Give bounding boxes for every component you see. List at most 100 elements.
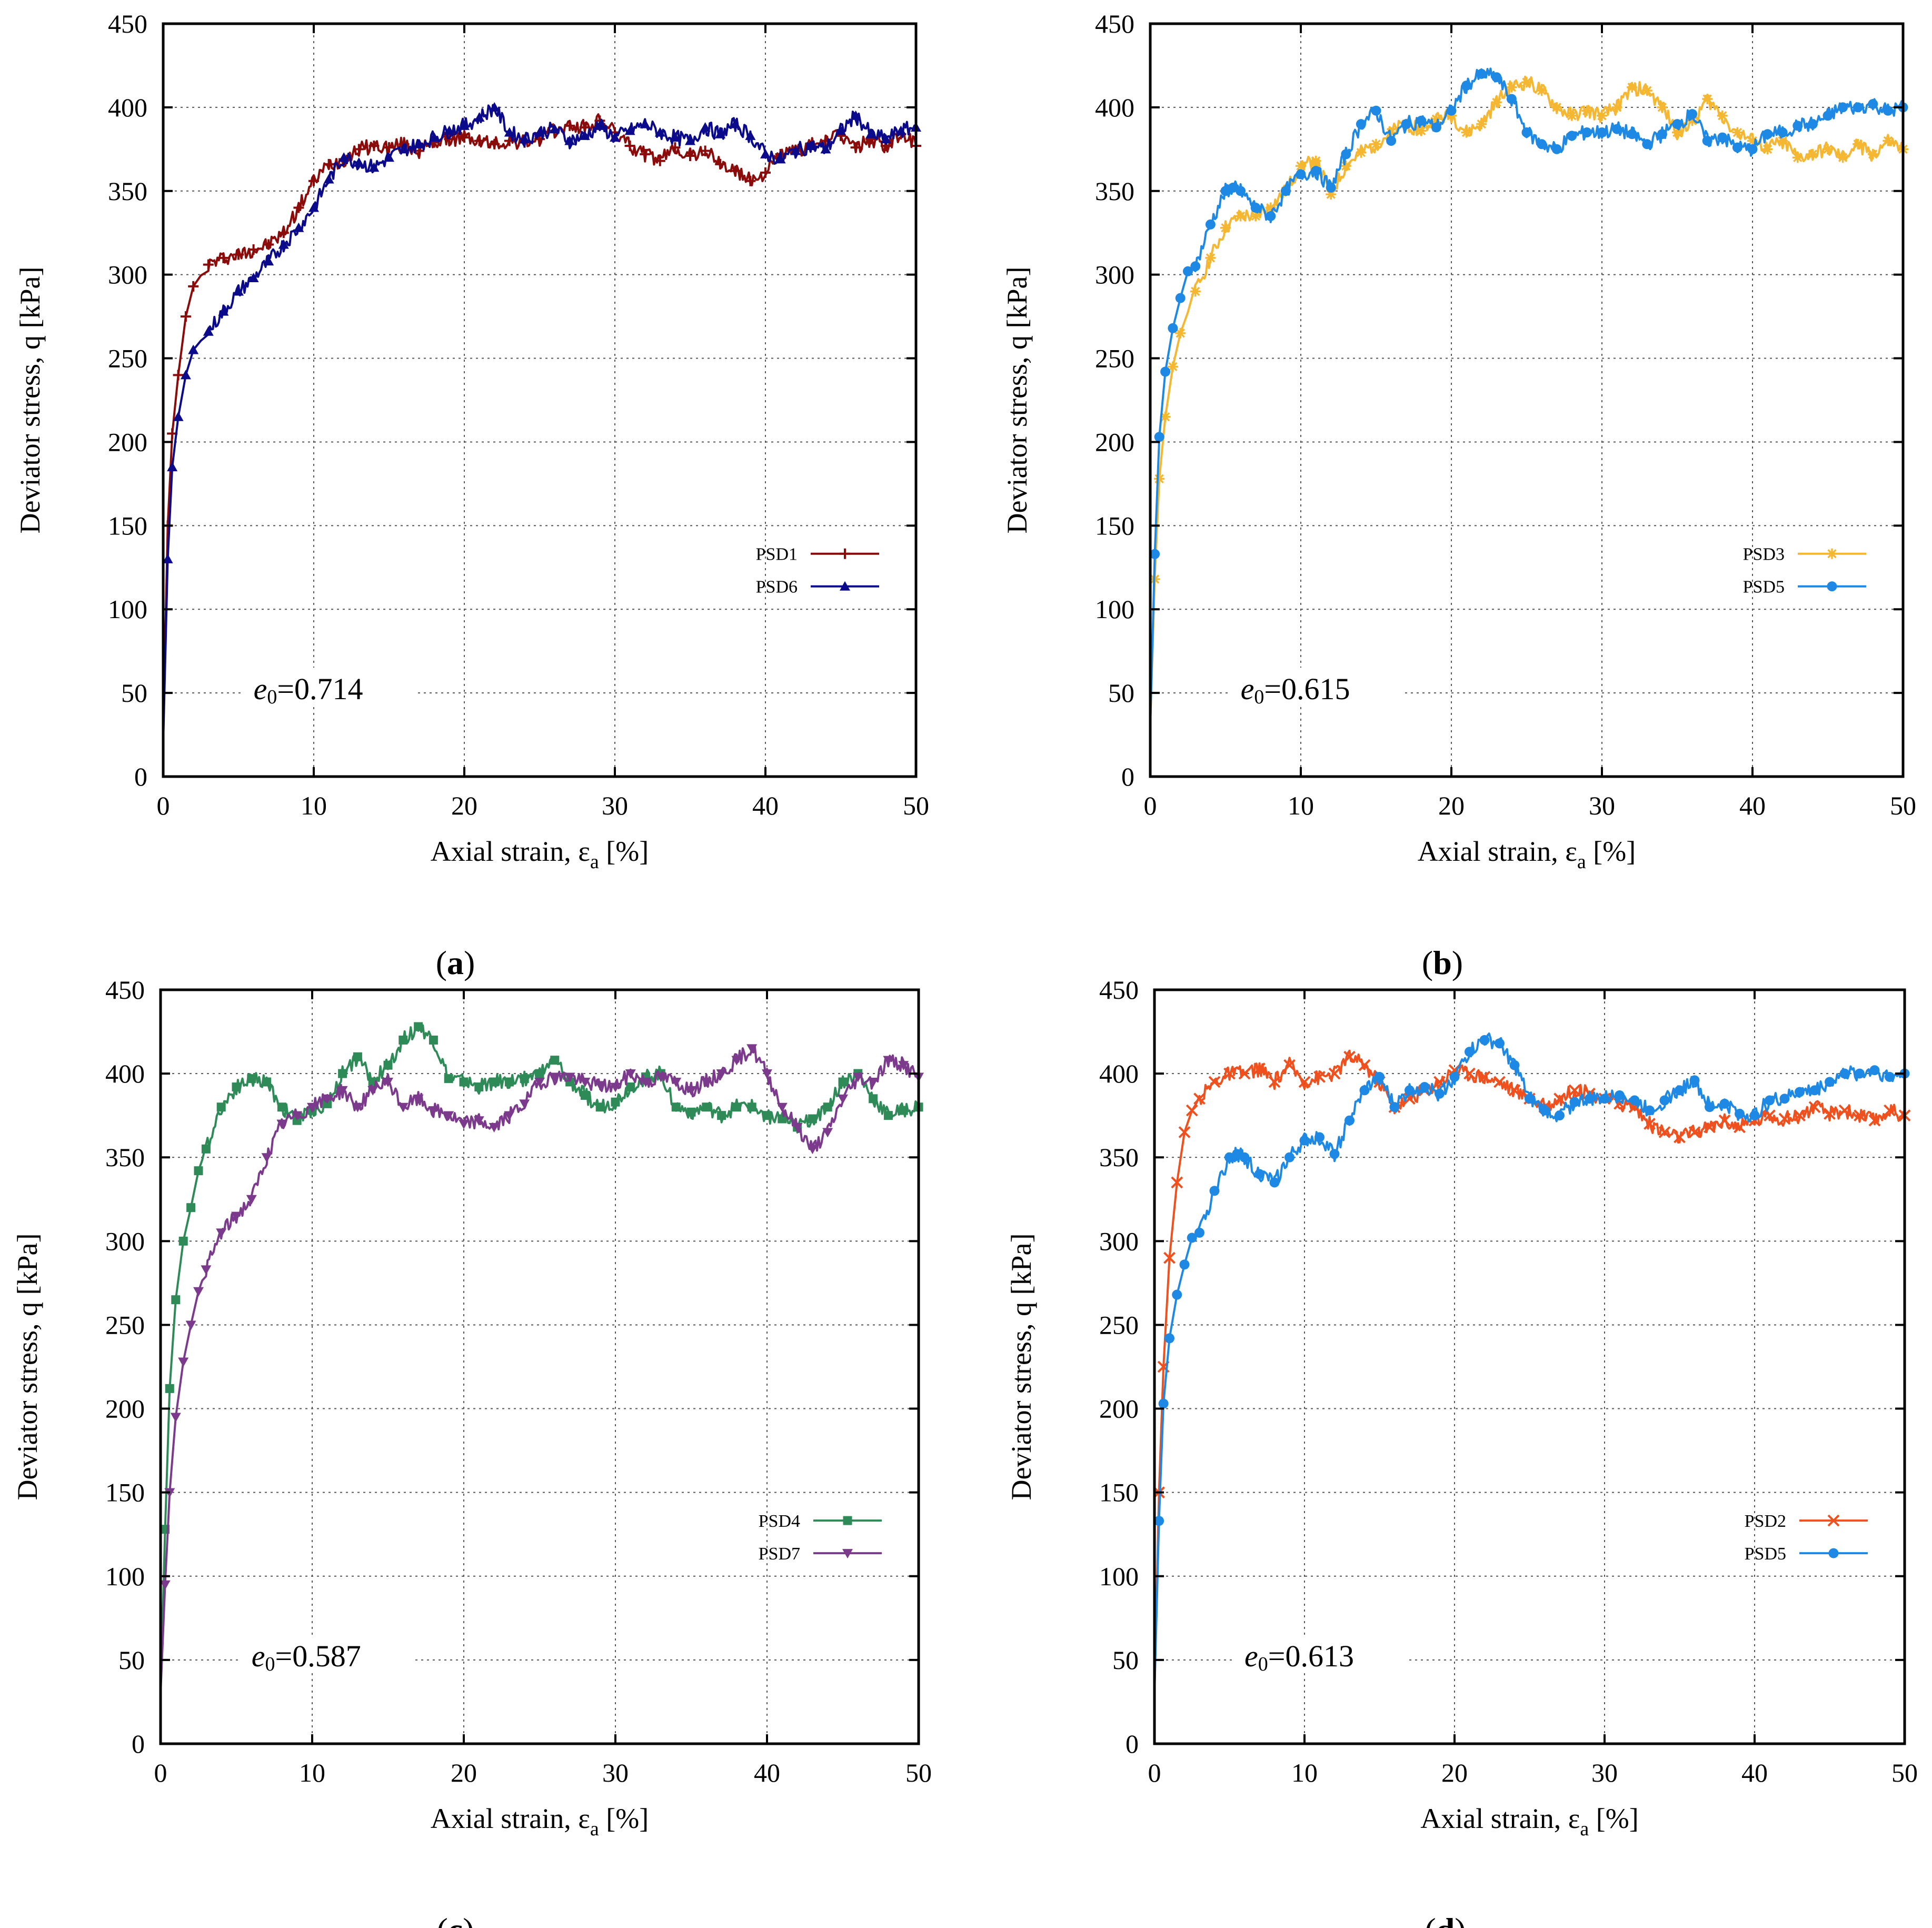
panel-label: (b) [1422,944,1463,981]
data-point [232,1082,241,1092]
x-tick-label: 0 [154,1758,167,1787]
data-point [504,127,515,137]
data-point [307,1102,317,1112]
data-point [746,1044,758,1054]
x-tick-label: 50 [1890,791,1916,820]
annotation-background [241,1634,415,1672]
data-point [1345,1115,1355,1126]
void-ratio-annotation: e0=0.714 [254,672,363,708]
legend-marker [1827,581,1837,592]
series-psd1 [162,113,921,735]
data-point [1238,1067,1251,1080]
x-tick-label: 40 [1739,791,1766,820]
y-tick-label: 400 [105,1059,145,1088]
data-point [1809,1085,1820,1096]
series-line [160,1024,920,1694]
data-point [399,144,410,154]
data-point [611,1097,620,1107]
data-point [775,154,786,164]
data-point [747,1102,756,1112]
x-tick-label: 50 [1891,1758,1918,1787]
x-tick-label: 0 [1144,791,1157,820]
y-tick-label: 200 [105,1394,145,1424]
data-point [1208,1076,1221,1088]
data-point [1154,473,1165,484]
legend-label-psd7: PSD7 [759,1544,800,1564]
data-point [654,127,665,137]
data-point [850,110,861,120]
legend-marker [840,581,850,591]
data-point [1702,94,1713,104]
data-point [367,1086,379,1096]
series-psd6 [162,102,921,743]
data-point [1209,1186,1220,1196]
legend-label-psd5: PSD5 [1743,578,1785,597]
data-point [1310,155,1321,166]
data-point [1172,1289,1182,1300]
data-point [504,1111,515,1121]
data-point [1551,144,1562,154]
data-point [1224,1152,1234,1162]
x-axis-title: Axial strain, εa [%] [1418,836,1636,873]
data-point [1235,211,1246,222]
data-point [883,1056,894,1066]
data-point [1749,1110,1760,1121]
data-point [778,1114,787,1124]
data-point [353,144,364,155]
data-point [428,1106,439,1116]
data-point [1567,131,1577,141]
data-point [1253,1062,1266,1075]
y-tick-label: 50 [121,678,147,708]
data-point [1446,110,1457,121]
data-point [610,1082,621,1092]
data-point [1687,115,1698,126]
y-tick-label: 200 [1095,427,1134,456]
data-point [519,1099,530,1109]
data-point [218,252,229,263]
data-point [1495,1038,1505,1049]
y-tick-label: 50 [1108,678,1134,708]
data-point [594,120,605,130]
data-point [731,1056,742,1066]
x-tick-label: 20 [1438,791,1465,820]
data-point [717,1111,726,1120]
data-point [1747,135,1758,146]
data-point [1223,1067,1236,1080]
data-point [193,1287,204,1297]
data-point [1732,142,1742,153]
data-point [1449,1071,1460,1082]
data-point [201,1265,212,1275]
data-point [716,1069,727,1079]
data-point [1539,1105,1550,1116]
data-point [1581,127,1592,138]
data-point [1747,144,1758,154]
data-point [686,1107,696,1117]
data-point [1284,1152,1294,1162]
legend-label-psd4: PSD4 [759,1512,800,1531]
y-axis-title: Deviator stress, q [kPa] [12,1234,43,1500]
x-tick-label: 30 [1589,791,1615,820]
y-tick-label: 450 [105,975,145,1005]
data-point [180,370,191,380]
data-point [1220,186,1231,196]
data-point [1508,1084,1521,1097]
data-point [1521,127,1532,138]
data-point [535,1069,544,1078]
data-point [277,1102,286,1112]
data-point [1431,122,1441,133]
data-point [201,1144,211,1154]
data-point [838,1077,848,1087]
data-point [1313,1071,1326,1083]
data-point [790,145,801,155]
data-point [1163,1251,1176,1264]
data-point [1627,82,1638,93]
data-point [895,125,907,135]
data-point [835,125,846,135]
data-point [899,1106,908,1115]
data-point [1883,105,1893,116]
data-point [429,132,440,142]
x-axis-title: Axial strain, εa [%] [1420,1803,1638,1840]
series-line [1153,1032,1906,1694]
data-point [414,1022,423,1031]
x-tick-label: 30 [602,1758,629,1787]
